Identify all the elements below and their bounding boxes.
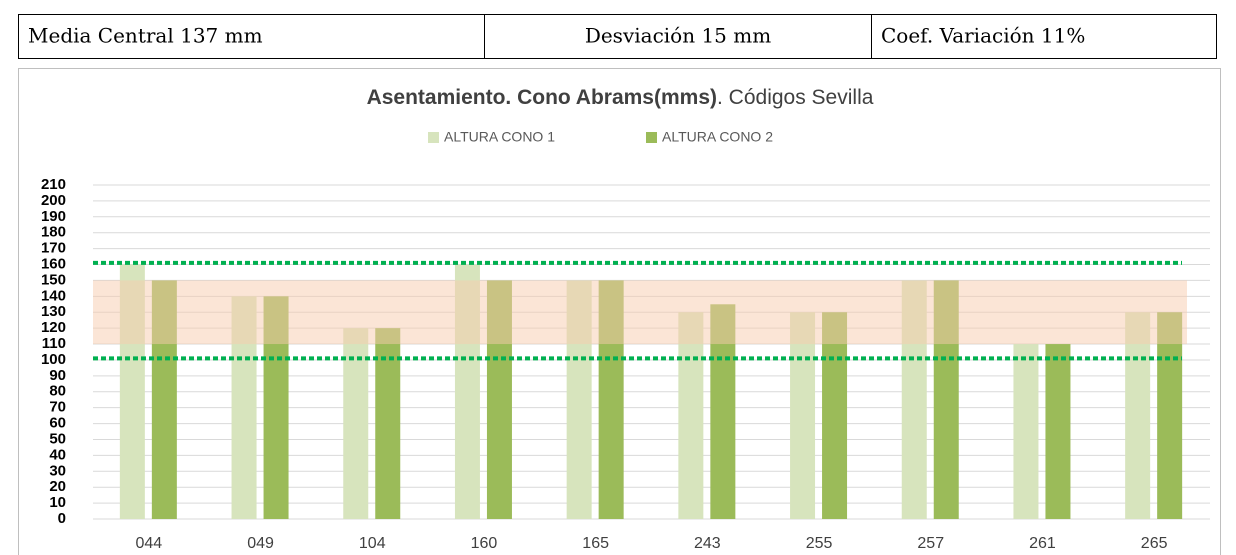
x-tick-label: 243 (694, 535, 721, 552)
header-cell: Media Central 137 mm (28, 24, 263, 48)
legend-label: ALTURA CONO 2 (662, 129, 773, 145)
legend-swatch (428, 132, 439, 143)
y-tick-label: 0 (58, 510, 66, 527)
y-tick-label: 160 (41, 255, 66, 272)
bar (822, 312, 848, 519)
y-tick-label: 10 (49, 494, 66, 511)
header-table (18, 14, 1217, 59)
bar (1157, 312, 1183, 519)
x-tick-label: 049 (247, 535, 274, 552)
y-tick-label: 100 (41, 351, 66, 368)
y-tick-label: 80 (49, 383, 66, 400)
bar (678, 312, 704, 519)
x-tick-label: 160 (471, 535, 498, 552)
x-tick-label: 261 (1029, 535, 1056, 552)
bar (1013, 344, 1039, 519)
bar (375, 328, 401, 519)
y-tick-label: 40 (49, 446, 66, 463)
y-tick-label: 30 (49, 462, 66, 479)
legend-swatch (646, 132, 657, 143)
y-tick-label: 200 (41, 192, 66, 209)
title-normal: . Códigos Sevilla (717, 86, 874, 109)
y-tick-label: 50 (49, 430, 66, 447)
target-band (93, 280, 1187, 345)
bar (343, 328, 369, 519)
x-tick-label: 257 (917, 535, 944, 552)
x-tick-label: 265 (1141, 535, 1168, 552)
y-tick-label: 20 (49, 478, 66, 495)
header-cell: Desviación 15 mm (585, 24, 771, 48)
y-tick-label: 130 (41, 303, 66, 320)
x-tick-label: 255 (806, 535, 833, 552)
y-tick-label: 150 (41, 271, 66, 288)
chart-title: Asentamiento. Cono Abrams(mms). Códigos … (367, 86, 874, 109)
y-tick-label: 120 (41, 319, 66, 336)
bar (1125, 312, 1151, 519)
bar (1045, 344, 1071, 519)
y-tick-label: 140 (41, 287, 66, 304)
bar (790, 312, 816, 519)
y-tick-label: 190 (41, 208, 66, 225)
y-tick-label: 170 (41, 240, 66, 257)
y-tick-label: 90 (49, 367, 66, 384)
y-tick-label: 70 (49, 399, 66, 416)
x-tick-label: 104 (359, 535, 386, 552)
y-tick-label: 180 (41, 224, 66, 241)
y-tick-label: 110 (42, 335, 66, 352)
x-tick-label: 044 (135, 535, 162, 552)
legend-label: ALTURA CONO 1 (444, 129, 555, 145)
x-tick-label: 165 (582, 535, 609, 552)
title-bold: Asentamiento. Cono Abrams(mms) (367, 86, 717, 109)
y-tick-label: 210 (41, 176, 66, 193)
y-tick-label: 60 (49, 415, 66, 432)
header-cell: Coef. Variación 11% (881, 24, 1085, 48)
